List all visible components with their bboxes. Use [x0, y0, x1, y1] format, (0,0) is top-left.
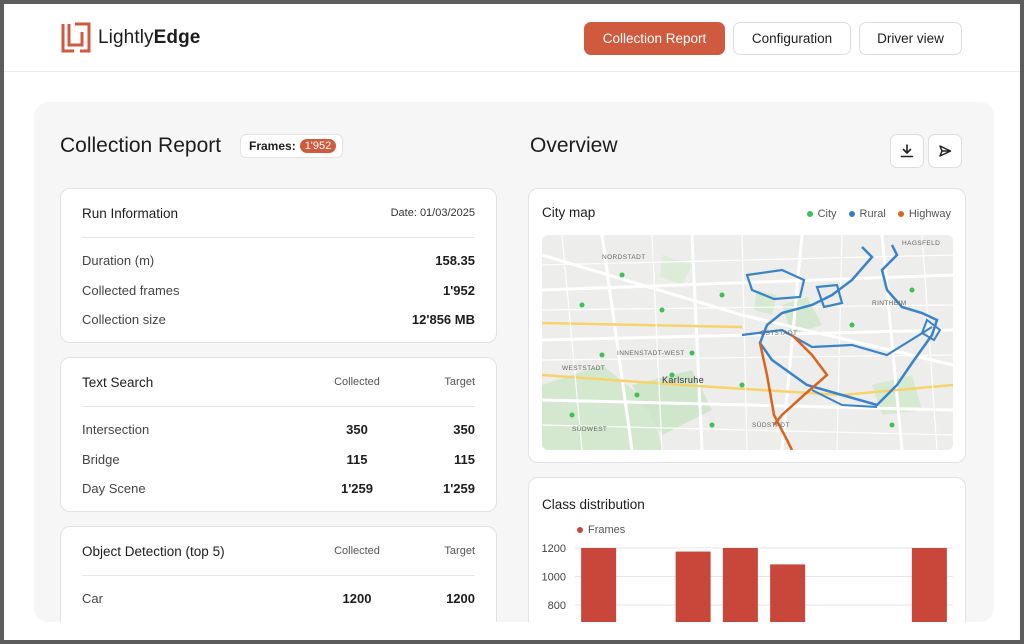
collected-value: 1200 — [342, 590, 372, 606]
object-detection-header: Object Detection (top 5) Collected Targe… — [82, 527, 475, 576]
city-map[interactable]: INNENSTADT-WEST OSTSTADT Karlsruhe WESTS… — [542, 235, 953, 450]
row-label: Day Scene — [82, 480, 146, 496]
run-info-row-duration: Duration (m) 158.35 — [82, 245, 475, 275]
run-info-value: 12'856 MB — [411, 311, 475, 327]
run-info-row-frames: Collected frames 1'952 — [82, 275, 475, 305]
target-column-header: Target — [444, 545, 475, 557]
map-label: NORDSTADT — [602, 254, 646, 261]
frames-badge: Frames: 1'952 — [240, 134, 344, 158]
target-value: 350 — [453, 421, 475, 437]
brand-name-bold: Edge — [153, 26, 201, 48]
city-map-card: City map City Rural Highway — [528, 188, 966, 463]
map-label: SÜDWEST — [572, 425, 607, 433]
row-label: Intersection — [82, 421, 150, 437]
text-search-title: Text Search — [82, 374, 154, 390]
legend-dot — [577, 527, 583, 534]
collected-column-header: Collected — [334, 545, 380, 557]
run-info-value: 158.35 — [435, 252, 475, 268]
map-label: WESTSTADT — [562, 365, 605, 372]
collected-value: 1'259 — [340, 480, 373, 496]
legend-item-highway: Highway — [897, 208, 951, 220]
run-info-label: Collection size — [82, 311, 166, 327]
class-distribution-title: Class distribution — [542, 497, 645, 512]
target-value: 1200 — [446, 590, 475, 606]
collection-report-button[interactable]: Collection Report — [584, 22, 725, 55]
lightly-logo-icon — [61, 22, 91, 52]
configuration-button[interactable]: Configuration — [733, 22, 851, 55]
y-tick-label: 1000 — [542, 572, 566, 584]
object-detection-title: Object Detection (top 5) — [82, 543, 225, 559]
run-information-title: Run Information — [82, 205, 179, 221]
bar[interactable] — [581, 548, 617, 622]
send-icon — [939, 145, 952, 157]
map-label: SÜDSTADT — [752, 421, 790, 429]
download-button[interactable] — [890, 134, 924, 168]
collected-column-header: Collected — [334, 376, 380, 388]
y-tick-label: 800 — [548, 600, 566, 612]
map-label: HAGSFELD — [902, 240, 940, 247]
target-column-header: Target — [444, 376, 475, 388]
legend-item-rural: Rural — [848, 208, 886, 220]
collected-value: 115 — [346, 451, 368, 467]
city-map-title: City map — [542, 205, 596, 220]
overview-title: Overview — [530, 134, 618, 157]
frames-label: Frames: — [249, 139, 296, 153]
y-tick-label: 1200 — [542, 543, 566, 555]
legend-dot — [806, 211, 813, 218]
target-value: 1'259 — [442, 480, 475, 496]
text-search-header: Text Search Collected Target — [82, 358, 475, 407]
map-label: RINTHEIM — [872, 300, 907, 307]
legend-label: City — [817, 208, 837, 220]
row-label: Bridge — [82, 451, 120, 467]
app-window: LightlyEdge Collection Report Configurat… — [4, 4, 1020, 640]
run-information-header: Run Information Date: 01/03/2025 — [82, 189, 475, 238]
run-info-label: Duration (m) — [82, 252, 155, 268]
bar-chart: 1200 1000 800 — [542, 543, 953, 622]
bar[interactable] — [722, 548, 758, 622]
map-label: INNENSTADT-WEST — [617, 350, 685, 357]
table-row: Bridge 115 115 — [82, 444, 475, 474]
driver-view-button[interactable]: Driver view — [859, 22, 962, 55]
bar[interactable] — [770, 564, 806, 622]
nav-buttons: Collection Report Configuration Driver v… — [584, 22, 962, 55]
legend-label: Rural — [859, 208, 886, 220]
run-info-value: 1'952 — [442, 282, 475, 298]
legend-dot — [897, 211, 904, 218]
city-map-legend: City Rural Highway — [806, 208, 951, 220]
brand-logo[interactable]: LightlyEdge — [60, 22, 200, 54]
text-search-card: Text Search Collected Target Intersectio… — [60, 357, 497, 512]
download-icon — [900, 144, 914, 158]
object-detection-card: Object Detection (top 5) Collected Targe… — [60, 526, 497, 622]
collected-value: 350 — [346, 421, 368, 437]
table-row: Intersection 350 350 — [82, 414, 475, 444]
run-information-card: Run Information Date: 01/03/2025 Duratio… — [60, 188, 497, 343]
run-info-row-size: Collection size 12'856 MB — [82, 304, 475, 334]
legend-label: Highway — [908, 208, 951, 220]
top-bar: LightlyEdge Collection Report Configurat… — [4, 4, 1020, 72]
brand-name-light: Lightly — [98, 26, 154, 48]
chart-legend: Frames — [577, 524, 625, 536]
frames-count: 1'952 — [299, 139, 337, 153]
page-title: Collection Report — [60, 134, 222, 157]
run-info-label: Collected frames — [82, 282, 180, 298]
legend-label: Frames — [588, 524, 626, 536]
brand-name: LightlyEdge — [98, 27, 200, 49]
send-button[interactable] — [928, 134, 962, 168]
legend-item-frames: Frames — [577, 524, 625, 536]
class-distribution-card: Class distribution Frames 1200 1000 800 — [528, 477, 966, 622]
row-label: Car — [82, 590, 103, 606]
map-label: OSTSTADT — [760, 330, 797, 337]
map-label: Karlsruhe — [662, 375, 704, 385]
legend-item-city: City — [806, 208, 837, 220]
bar[interactable] — [675, 551, 711, 622]
bar[interactable] — [911, 548, 947, 622]
target-value: 115 — [454, 451, 475, 467]
run-date: Date: 01/03/2025 — [390, 207, 475, 219]
table-row: Day Scene 1'259 1'259 — [82, 473, 475, 503]
legend-dot — [848, 211, 855, 218]
map-canvas: INNENSTADT-WEST OSTSTADT Karlsruhe WESTS… — [542, 235, 953, 450]
table-row: Car 1200 1200 — [82, 583, 475, 613]
main-panel: Collection Report Frames: 1'952 Overview… — [34, 102, 994, 622]
